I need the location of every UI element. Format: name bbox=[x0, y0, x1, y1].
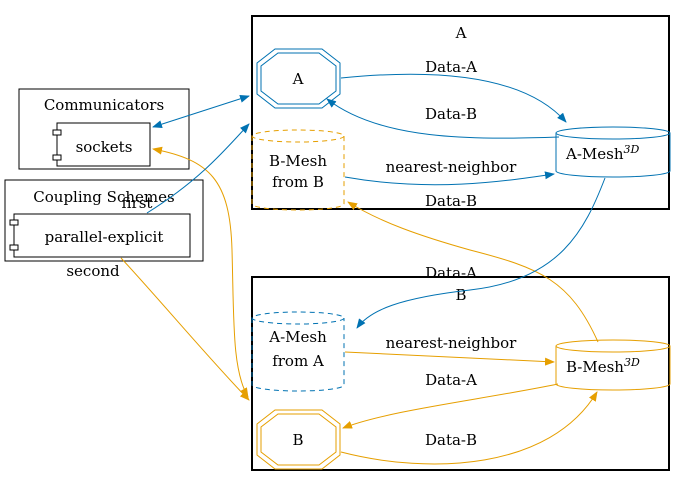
b-mesh-from-b-node[interactable]: B-Mesh from B bbox=[251, 129, 345, 211]
b-mesh-3d-superscript: 3D bbox=[624, 356, 640, 369]
edge-bmeshfromb-to-amesh3d bbox=[344, 171, 555, 186]
b-mesh-3d-label: B-Mesh3D bbox=[566, 356, 640, 376]
b-mesh-3d-text: B-Mesh bbox=[566, 358, 624, 376]
edge-label-data-b-2: Data-B bbox=[425, 192, 477, 210]
communicators-title: Communicators bbox=[44, 96, 164, 114]
edge-amesh3d-to-ameshfroma bbox=[356, 177, 606, 329]
edge-label-first: first bbox=[122, 194, 153, 212]
edge-bmesh3d-to-b bbox=[342, 383, 559, 429]
participant-a-node[interactable]: A bbox=[256, 48, 341, 109]
cluster-coupling-schemes: Coupling Schemes parallel-explicit bbox=[4, 179, 204, 262]
participant-a-label: A bbox=[292, 70, 304, 88]
edge-bmesh3d-to-bmeshfromb bbox=[347, 201, 599, 343]
cluster-b-title: B bbox=[455, 286, 466, 304]
a-mesh-from-a-line2: from A bbox=[272, 352, 324, 370]
edge-label-data-b-1: Data-B bbox=[425, 105, 477, 123]
edge-label-data-a-2: Data-A bbox=[425, 264, 477, 282]
sockets-label: sockets bbox=[76, 138, 133, 156]
edge-label-data-a-1: Data-A bbox=[425, 58, 477, 76]
sockets-component[interactable]: sockets bbox=[52, 122, 151, 167]
edge-parallel-explicit-to-a bbox=[146, 123, 250, 214]
cluster-a: A bbox=[251, 15, 670, 210]
participant-b-node[interactable]: B bbox=[256, 409, 341, 470]
participant-b-label: B bbox=[292, 431, 303, 449]
parallel-explicit-label: parallel-explicit bbox=[45, 228, 164, 246]
a-mesh-from-a-line1: A-Mesh bbox=[268, 328, 327, 346]
parallel-explicit-component[interactable]: parallel-explicit bbox=[9, 213, 191, 258]
edge-amesh3d-to-a bbox=[326, 98, 560, 139]
edge-label-second: second bbox=[66, 262, 120, 280]
edge-label-nearest-neighbor-2: nearest-neighbor bbox=[386, 334, 518, 352]
b-mesh-from-b-line2: from B bbox=[272, 173, 324, 191]
edge-sockets-to-a bbox=[152, 94, 250, 129]
a-mesh-from-a-node[interactable]: A-Mesh from A bbox=[251, 311, 345, 392]
edge-label-nearest-neighbor-1: nearest-neighbor bbox=[386, 158, 518, 176]
edge-parallel-explicit-to-b bbox=[120, 257, 250, 401]
edge-sockets-to-b bbox=[152, 146, 249, 398]
a-mesh-3d-label: A-Mesh3D bbox=[565, 143, 639, 163]
edge-ameshfroma-to-bmesh3d bbox=[344, 351, 555, 366]
b-mesh-3d-node[interactable]: B-Mesh3D bbox=[555, 339, 671, 391]
edge-b-to-bmesh3d bbox=[340, 391, 598, 465]
b-mesh-from-b-line1: B-Mesh bbox=[269, 152, 327, 170]
a-mesh-3d-node[interactable]: A-Mesh3D bbox=[555, 126, 671, 178]
edge-a-to-amesh3d bbox=[340, 73, 567, 123]
edge-label-data-a-3: Data-A bbox=[425, 371, 477, 389]
a-mesh-3d-text: A-Mesh bbox=[565, 145, 624, 163]
cluster-communicators: Communicators sockets bbox=[18, 88, 190, 170]
edge-label-data-b-3: Data-B bbox=[425, 431, 477, 449]
a-mesh-3d-superscript: 3D bbox=[624, 143, 640, 156]
cluster-a-title: A bbox=[455, 24, 467, 42]
coupling-schemes-title: Coupling Schemes bbox=[33, 188, 174, 206]
